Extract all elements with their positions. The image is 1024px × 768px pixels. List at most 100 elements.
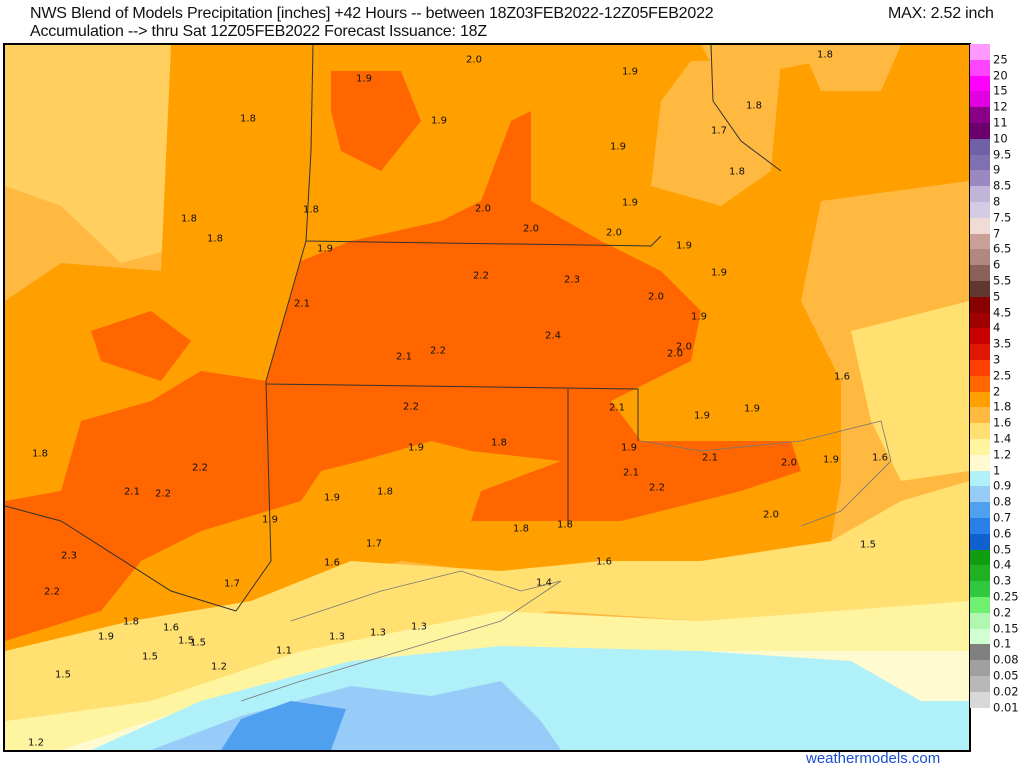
legend-label: 0.01 [993, 699, 1019, 714]
precip-value-label: 1.9 [711, 267, 727, 279]
legend-swatch [970, 581, 990, 598]
precip-value-label: 2.0 [763, 509, 779, 521]
legend-swatch [970, 312, 990, 329]
legend-swatch [970, 249, 990, 266]
legend-swatch [970, 217, 990, 235]
legend-label: 0.2 [993, 605, 1012, 620]
contour-1-4-south [5, 481, 969, 721]
legend-label: 3.5 [993, 336, 1012, 351]
contour-1-6-ne2 [801, 45, 901, 91]
legend-label: 0.05 [993, 668, 1019, 683]
legend-swatch [970, 676, 990, 693]
precip-value-label: 2.2 [403, 401, 419, 413]
precip-value-label: 1.8 [513, 523, 529, 535]
precip-value-label: 1.5 [178, 635, 194, 647]
precip-value-label: 1.9 [621, 442, 637, 454]
precip-value-label: 1.7 [366, 538, 382, 550]
legend-label: 15 [993, 83, 1008, 98]
precip-value-label: 2.1 [294, 298, 310, 310]
legend-label: 6 [993, 257, 1001, 272]
legend-swatch [970, 644, 990, 661]
legend-swatch [970, 202, 990, 219]
legend-label: 2 [993, 383, 1001, 398]
legend-swatch [970, 296, 990, 314]
precip-value-label: 1.9 [317, 243, 333, 255]
precip-value-label: 2.3 [564, 274, 580, 286]
legend-swatch [970, 107, 990, 124]
precip-value-label: 1.6 [163, 622, 179, 634]
legend-swatch [970, 691, 990, 709]
legend-swatch [970, 186, 990, 203]
precip-value-label: 1.8 [181, 213, 197, 225]
precip-value-label: 2.3 [61, 550, 77, 562]
precip-value-label: 1.9 [694, 410, 710, 422]
legend-label: 0.4 [993, 557, 1012, 572]
legend-label: 0.25 [993, 589, 1019, 604]
legend-label: 0.02 [993, 684, 1019, 699]
legend-swatch [970, 170, 990, 187]
legend-swatch [970, 375, 990, 393]
precip-value-label: 2.2 [473, 270, 489, 282]
precip-value-label: 2.0 [667, 348, 683, 360]
legend-label: 3 [993, 352, 1001, 367]
precip-value-label: 1.8 [746, 100, 762, 112]
precip-value-label: 1.8 [817, 49, 833, 61]
precip-value-label: 1.6 [872, 452, 888, 464]
legend-label: 8.5 [993, 178, 1012, 193]
precip-value-label: 2.1 [396, 351, 412, 363]
precip-value-label: 1.8 [123, 616, 139, 628]
precip-value-label: 1.9 [262, 514, 278, 526]
legend-swatch [970, 565, 990, 582]
precip-value-label: 2.1 [124, 486, 140, 498]
precip-value-label: 1.4 [536, 577, 552, 589]
precip-value-label: 1.9 [431, 115, 447, 127]
legend-swatch [970, 628, 990, 645]
precip-value-label: 1.9 [98, 631, 114, 643]
precip-value-label: 1.3 [370, 627, 386, 639]
legend-swatch [970, 470, 990, 487]
precip-value-label: 2.2 [192, 462, 208, 474]
precip-contours [5, 45, 969, 750]
legend-swatch [970, 439, 990, 456]
legend-label: 20 [993, 67, 1008, 82]
legend-swatch [970, 360, 990, 377]
precip-value-label: 1.9 [691, 311, 707, 323]
legend-swatch [970, 44, 990, 61]
precip-value-label: 1.8 [729, 166, 745, 178]
precip-value-label: 1.6 [324, 557, 340, 569]
state-borders [5, 45, 782, 612]
precip-value-label: 2.1 [702, 452, 718, 464]
legend-swatch [970, 138, 990, 156]
precip-value-label: 1.9 [823, 454, 839, 466]
legend-label: 7.5 [993, 210, 1012, 225]
legend-swatch [970, 549, 990, 566]
legend-label: 0.8 [993, 494, 1012, 509]
legend-label: 9.5 [993, 146, 1012, 161]
legend-label: 1.4 [993, 431, 1012, 446]
legend-swatch [970, 407, 990, 424]
coastline [240, 420, 892, 702]
precip-value-label: 1.6 [596, 556, 612, 568]
precip-value-label: 1.1 [276, 645, 292, 657]
legend-swatch [970, 123, 990, 140]
precip-value-label: 1.9 [744, 403, 760, 415]
legend-swatch [970, 486, 990, 503]
precip-value-label: 2.0 [466, 54, 482, 66]
precip-value-label: 1.9 [622, 197, 638, 209]
precip-value-label: 1.9 [408, 442, 424, 454]
precip-value-label: 2.0 [606, 227, 622, 239]
precip-value-label: 1.7 [224, 578, 240, 590]
legend-label: 9 [993, 162, 1001, 177]
legend-label: 4.5 [993, 304, 1012, 319]
precip-value-label: 1.9 [324, 492, 340, 504]
legend-swatch [970, 391, 990, 408]
site-credit-link[interactable]: weathermodels.com [806, 750, 941, 767]
legend-label: 5.5 [993, 273, 1012, 288]
legend-label: 11 [993, 115, 1008, 130]
precip-value-label: 1.5 [190, 637, 206, 649]
legend-label: 0.15 [993, 620, 1019, 635]
precip-value-label: 2.0 [781, 457, 797, 469]
precip-value-label: 1.9 [622, 66, 638, 78]
legend-label: 7 [993, 225, 1001, 240]
precip-value-label: 1.6 [834, 371, 850, 383]
